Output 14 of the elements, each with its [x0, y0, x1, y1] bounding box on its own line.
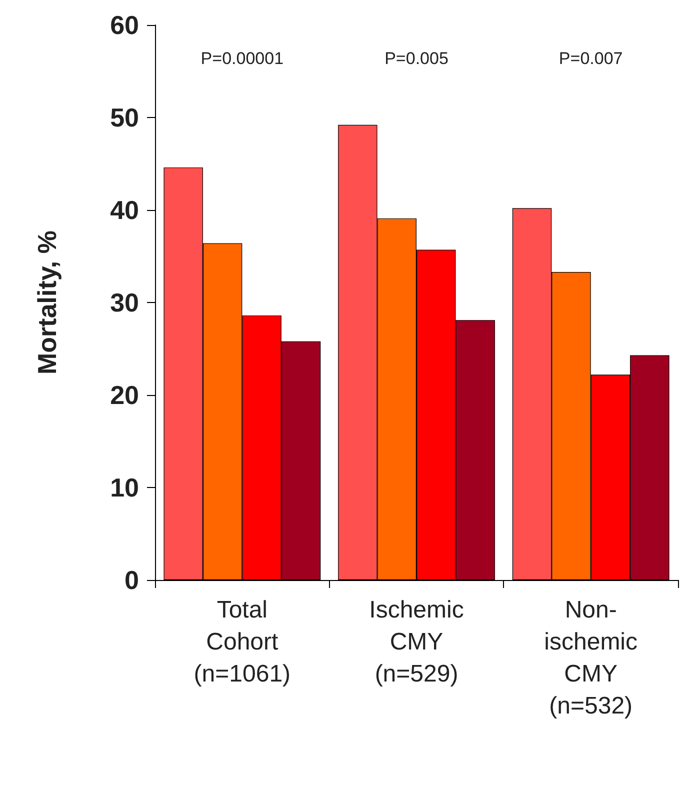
annotation: P=0.005 [384, 48, 448, 68]
y-tick-label: 20 [110, 380, 139, 410]
y-tick-label: 10 [110, 472, 139, 502]
y-tick-label: 40 [110, 195, 139, 225]
y-tick-label: 30 [110, 288, 139, 318]
y-axis-title: Mortality, % [32, 230, 62, 374]
annotation: P=0.00001 [200, 48, 284, 68]
y-tick-label: 60 [110, 10, 139, 40]
annotation: P=0.007 [558, 48, 623, 68]
x-tick-label: Total Cohort (n=1061) [194, 596, 291, 688]
x-tick-label: Ischemic CMY (n=529) [369, 596, 464, 688]
x-tick-label: Non- ischemic CMY (n=532) [544, 596, 638, 720]
y-tick-label: 50 [110, 102, 139, 132]
y-tick-label: 0 [124, 565, 139, 595]
